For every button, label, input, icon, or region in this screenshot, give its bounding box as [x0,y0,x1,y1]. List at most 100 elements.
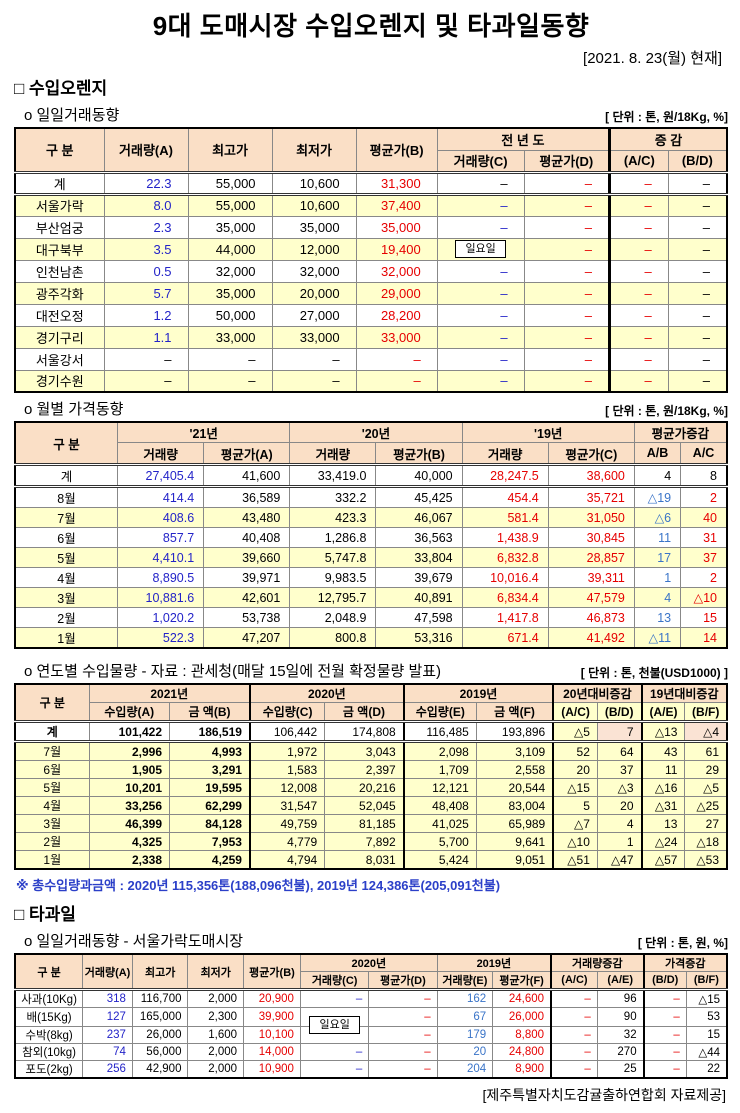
column-header: (A/E) [640,702,686,723]
cell: 84,128 [168,814,251,833]
cell: 2,000 [187,1043,245,1061]
cell: – [523,347,611,371]
column-header: 평균가(F) [492,971,552,991]
column-header: 거래량 [461,442,549,466]
total-import-footnote: ※ 총수입량과금액 : 2020년 115,356톤(188,096천불), 2… [16,878,501,893]
cell: 32,000 [271,259,357,283]
cell: 40,408 [203,527,291,548]
cell: △18 [684,832,728,851]
column-header: '19년 [461,421,635,443]
cell: 39,679 [375,567,463,588]
data-table: 구 분 2021년 2020년 2019년 20년대비증감 19년대비증감 수입량(A) 금 … [14,683,728,870]
cell: 1,438.9 [461,527,549,548]
cell: 2,397 [324,760,405,779]
cell: 35,000 [355,215,438,239]
column-header: A/C [680,442,728,466]
data-table: 구 분 거래량(A) 최고가 최저가 평균가(B) 2020년 2019년 거래량증감 가격증감… [14,953,728,1079]
cell: 800.8 [289,627,377,649]
cell: 1,972 [248,741,326,761]
cell: △16 [640,778,686,797]
cell: 7 [596,721,643,743]
column-header: 2021년 [88,683,251,703]
cell: 162 [436,989,494,1008]
cell: – [667,347,728,371]
yearly-unit-label: [ 단위 : 톤, 천불(USD1000) ] [580,666,728,680]
daily-unit-label: [ 단위 : 톤, 원/18Kg, %] [605,110,728,124]
cell: 423.3 [289,507,377,528]
sunday-note: 일요일 [455,240,506,258]
cell: 22 [685,1060,728,1079]
cell: 7,953 [168,832,251,851]
cell: 47,598 [375,607,463,628]
cell: 43 [640,741,686,761]
cell: 1 [596,832,643,851]
cell: 31 [680,527,728,548]
cell: 36,563 [375,527,463,548]
cell: – [642,1043,687,1061]
cell: 37 [596,760,643,779]
cell: △13 [640,721,686,743]
cell: 20 [552,760,598,779]
cell: 47,207 [203,627,291,649]
cell: – [368,1007,438,1027]
cell: 414.4 [117,486,205,508]
column-header: (A/C) [550,971,598,991]
cell: 50,000 [187,303,273,327]
cell: 33,000 [271,325,357,349]
column-header: 평균가(D) [368,971,438,991]
cell: 33,000 [355,325,438,349]
cell: – [187,369,273,393]
cell: – [523,171,611,196]
cell: 2,048.9 [289,607,377,628]
cell: 32,000 [355,259,438,283]
cell: △5 [684,778,728,797]
cell: – [550,1007,598,1027]
cell: 204 [436,1060,494,1079]
cell: 19,400 [355,237,438,261]
cell: 26,000 [131,1026,189,1044]
cell: 454.4 [461,486,549,508]
cell: – [103,369,189,393]
monthly-table-caption: o 월별 가격동향 [24,401,124,418]
cell: 14,000 [243,1043,301,1061]
column-header: 수입량(C) [248,702,326,723]
cell: △15 [685,989,728,1008]
cell: 857.7 [117,527,205,548]
yearly-caption-row: o 연도별 수입물량 - 자료 : 관세청(매달 15일에 전월 확정물량 발표… [14,660,728,681]
cell: 64 [596,741,643,761]
cell: 193,896 [475,721,554,743]
column-header: 가격증감 [642,953,728,972]
cell: 40,891 [375,587,463,608]
cell: 318 [82,989,133,1008]
column-header: 수입량(A) [88,702,171,723]
cell: 32,000 [187,259,273,283]
cell: 55,000 [187,193,273,217]
column-header: 평균가증감 [633,421,728,443]
row-label: 배(15Kg) [14,1007,84,1027]
cell: 127 [82,1007,133,1027]
cell: 14 [680,627,728,649]
data-table: 구 분 '21년 '20년 '19년 평균가증감 거래량 평균가(A) 거래량 평균가(B) 거래… [14,421,728,649]
cell: 671.4 [461,627,549,649]
cell: 20,900 [243,989,301,1008]
cell: 1.1 [103,325,189,349]
cell: 237 [82,1026,133,1044]
cell: 186,519 [168,721,251,743]
section-other-fruits: □ 타과일 [14,905,76,924]
cell: 4 [596,814,643,833]
cell: – [523,303,611,327]
row-label: 2월 [14,832,90,851]
cell: – [608,325,669,349]
cell: 27 [684,814,728,833]
cell: 28,857 [547,547,635,568]
cell: – [608,347,669,371]
monthly-price-table: 구 분 '21년 '20년 '19년 평균가증감 거래량 평균가(A) 거래량 평균가(B) 거래… [14,421,728,649]
cell: 44,000 [187,237,273,261]
cell: 3,043 [324,741,405,761]
row-label: 5월 [14,778,90,797]
cell: 5,747.8 [289,547,377,568]
column-header: 거래량(E) [436,971,494,991]
column-header: 최고가 [187,127,273,174]
cell: 40,000 [375,464,463,488]
